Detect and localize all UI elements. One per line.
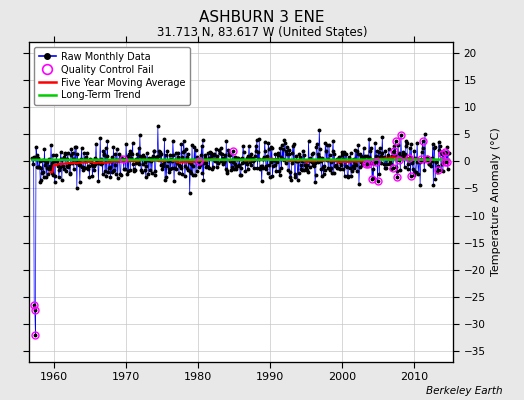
Text: 31.713 N, 83.617 W (United States): 31.713 N, 83.617 W (United States)	[157, 26, 367, 39]
Y-axis label: Temperature Anomaly (°C): Temperature Anomaly (°C)	[491, 128, 501, 276]
Text: ASHBURN 3 ENE: ASHBURN 3 ENE	[199, 10, 325, 25]
Text: Berkeley Earth: Berkeley Earth	[427, 386, 503, 396]
Legend: Raw Monthly Data, Quality Control Fail, Five Year Moving Average, Long-Term Tren: Raw Monthly Data, Quality Control Fail, …	[34, 47, 190, 105]
